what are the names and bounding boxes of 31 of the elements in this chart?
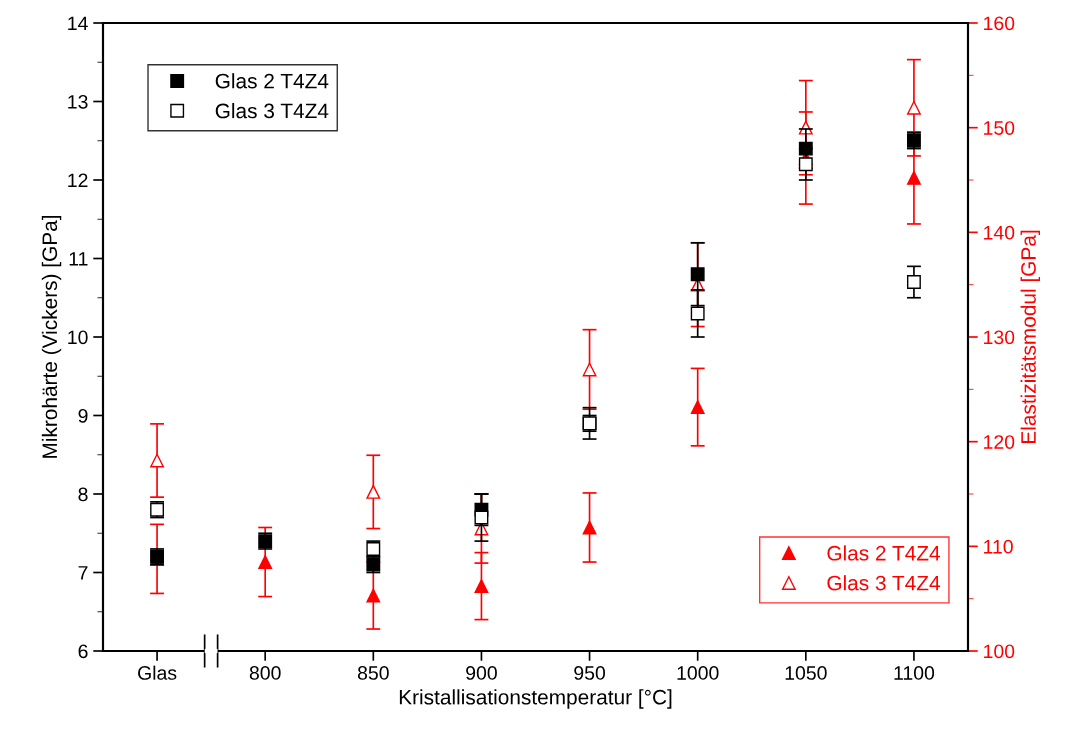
y-tick-label: 10	[68, 330, 88, 345]
y2-tick-label: 140	[984, 225, 1015, 240]
y2-axis-title: Elastizitätsmodul [GPa]	[1020, 230, 1040, 443]
y2-tick-label: 120	[984, 435, 1015, 449]
legend-label: Glas 3 T4Z4	[215, 102, 329, 119]
y2-tick-label: 160	[984, 16, 1015, 31]
y-tick-label: 9	[78, 408, 88, 423]
y-tick-label: 13	[68, 94, 88, 109]
x-tick-label: 900	[466, 666, 497, 680]
y-tick-label: 11	[69, 252, 88, 266]
legend-label: Glas 2 T4Z4	[215, 73, 329, 89]
y-tick-label: 7	[78, 566, 88, 580]
y2-tick-label: 150	[984, 121, 1015, 135]
x-tick-label: 1000	[677, 666, 719, 680]
y-tick-label: 6	[78, 644, 88, 659]
x-tick-label: 950	[574, 666, 606, 680]
x-axis-title: Kristallisationstemperatur [°C]	[399, 689, 672, 709]
y-tick-label: 14	[68, 16, 88, 31]
y-tick-label: 8	[78, 487, 88, 502]
y2-tick-label: 110	[984, 539, 1013, 554]
y-tick-label: 12	[68, 173, 88, 188]
y2-tick-label: 100	[984, 644, 1015, 659]
x-tick-label: Glas	[138, 665, 177, 680]
legend-label: Glas 2 T4Z4	[827, 545, 940, 561]
x-tick-label: 1100	[894, 666, 935, 680]
y2-tick-label: 130	[984, 330, 1015, 345]
y-axis-title: Mikrohärte (Vickers) [GPa]	[41, 215, 62, 458]
x-tick-label: 1050	[785, 666, 827, 680]
x-tick-label: 800	[249, 666, 281, 680]
x-tick-label: 850	[357, 666, 389, 680]
legend-label: Glas 3 T4Z4	[827, 575, 940, 591]
